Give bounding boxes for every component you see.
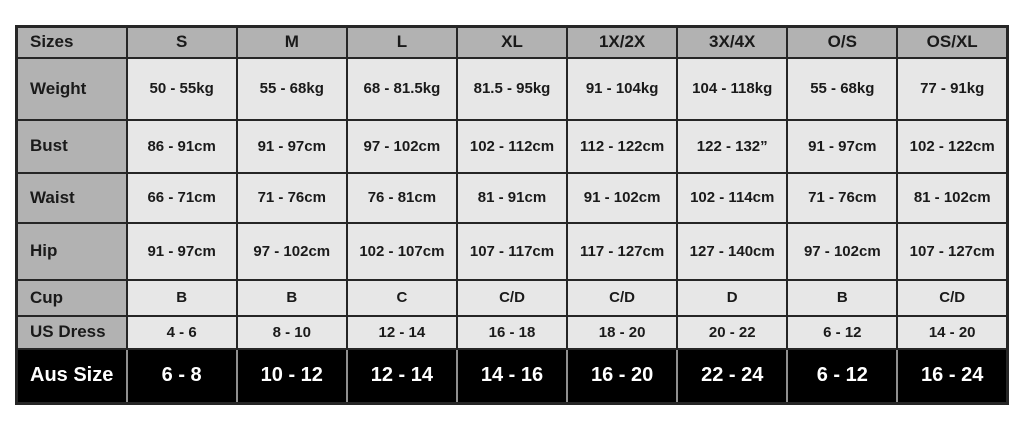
- data-cell: 14 - 16: [455, 347, 569, 405]
- column-header: 3X/4X: [676, 25, 789, 59]
- data-cell: 66 - 71cm: [125, 171, 238, 224]
- column-header: XL: [455, 25, 569, 59]
- column-header: 1X/2X: [566, 25, 679, 59]
- data-cell: 71 - 76cm: [235, 171, 348, 224]
- row-label: Cup: [15, 278, 128, 317]
- table-row: Cup B B C C/D C/D D B C/D: [15, 278, 1009, 317]
- data-cell: 71 - 76cm: [786, 171, 899, 224]
- column-header: L: [345, 25, 458, 59]
- data-cell: 10 - 12: [235, 347, 348, 405]
- data-cell: B: [125, 278, 238, 317]
- data-cell: 107 - 117cm: [455, 221, 569, 281]
- data-cell: 16 - 20: [566, 347, 679, 405]
- data-cell: 97 - 102cm: [786, 221, 899, 281]
- table-row: Weight 50 - 55kg 55 - 68kg 68 - 81.5kg 81.5 …: [15, 56, 1009, 121]
- data-cell: 77 - 91kg: [896, 56, 1009, 121]
- data-cell: B: [786, 278, 899, 317]
- data-cell: 97 - 102cm: [345, 118, 458, 174]
- data-cell: 91 - 97cm: [125, 221, 238, 281]
- data-cell: D: [676, 278, 789, 317]
- data-cell: C/D: [896, 278, 1009, 317]
- data-cell: 55 - 68kg: [235, 56, 348, 121]
- data-cell: 81 - 102cm: [896, 171, 1009, 224]
- row-label: Hip: [15, 221, 128, 281]
- data-cell: 8 - 10: [235, 314, 348, 350]
- row-label: US Dress: [15, 314, 128, 350]
- data-cell: 97 - 102cm: [235, 221, 348, 281]
- data-cell: 127 - 140cm: [676, 221, 789, 281]
- data-cell: 18 - 20: [566, 314, 679, 350]
- table-row: Waist 66 - 71cm 71 - 76cm 76 - 81cm 81 - 91c…: [15, 171, 1009, 224]
- data-cell: 102 - 114cm: [676, 171, 789, 224]
- data-cell: 12 - 14: [345, 347, 458, 405]
- table-row: Aus Size 6 - 8 10 - 12 12 - 14 14 - 16 16 - 2…: [15, 347, 1009, 405]
- data-cell: C/D: [566, 278, 679, 317]
- data-cell: 12 - 14: [345, 314, 458, 350]
- data-cell: 6 - 8: [125, 347, 238, 405]
- data-cell: 112 - 122cm: [566, 118, 679, 174]
- data-cell: C/D: [455, 278, 569, 317]
- data-cell: 76 - 81cm: [345, 171, 458, 224]
- data-cell: 6 - 12: [786, 314, 899, 350]
- data-cell: 102 - 107cm: [345, 221, 458, 281]
- data-cell: 81 - 91cm: [455, 171, 569, 224]
- table-row: Bust 86 - 91cm 91 - 97cm 97 - 102cm 102 - 11…: [15, 118, 1009, 174]
- data-cell: 91 - 97cm: [235, 118, 348, 174]
- data-cell: 117 - 127cm: [566, 221, 679, 281]
- header-row: Sizes S M L XL 1X/2X 3X/4X O/S OS/XL: [15, 25, 1009, 59]
- row-label: Aus Size: [15, 347, 128, 405]
- data-cell: 86 - 91cm: [125, 118, 238, 174]
- data-cell: 91 - 104kg: [566, 56, 679, 121]
- data-cell: 50 - 55kg: [125, 56, 238, 121]
- data-cell: 122 - 132”: [676, 118, 789, 174]
- size-table-body: Weight 50 - 55kg 55 - 68kg 68 - 81.5kg 81.5 …: [15, 56, 1009, 405]
- data-cell: 20 - 22: [676, 314, 789, 350]
- corner-header-sizes: Sizes: [15, 25, 128, 59]
- data-cell: 4 - 6: [125, 314, 238, 350]
- data-cell: 107 - 127cm: [896, 221, 1009, 281]
- row-label: Waist: [15, 171, 128, 224]
- data-cell: 55 - 68kg: [786, 56, 899, 121]
- column-header: OS/XL: [896, 25, 1009, 59]
- data-cell: 102 - 112cm: [455, 118, 569, 174]
- data-cell: 102 - 122cm: [896, 118, 1009, 174]
- data-cell: 6 - 12: [786, 347, 899, 405]
- data-cell: 91 - 97cm: [786, 118, 899, 174]
- column-header: M: [235, 25, 348, 59]
- data-cell: 91 - 102cm: [566, 171, 679, 224]
- column-header: O/S: [786, 25, 899, 59]
- data-cell: B: [235, 278, 348, 317]
- data-cell: 16 - 18: [455, 314, 569, 350]
- size-chart-table: Sizes S M L XL 1X/2X 3X/4X O/S OS/XL Weight 50 -…: [15, 25, 1009, 405]
- data-cell: 22 - 24: [676, 347, 789, 405]
- data-cell: 16 - 24: [896, 347, 1009, 405]
- data-cell: C: [345, 278, 458, 317]
- data-cell: 104 - 118kg: [676, 56, 789, 121]
- size-table-header: Sizes S M L XL 1X/2X 3X/4X O/S OS/XL: [15, 25, 1009, 59]
- row-label: Bust: [15, 118, 128, 174]
- data-cell: 81.5 - 95kg: [455, 56, 569, 121]
- table-row: Hip 91 - 97cm 97 - 102cm 102 - 107cm 107 - 1…: [15, 221, 1009, 281]
- data-cell: 68 - 81.5kg: [345, 56, 458, 121]
- column-header: S: [125, 25, 238, 59]
- row-label: Weight: [15, 56, 128, 121]
- data-cell: 14 - 20: [896, 314, 1009, 350]
